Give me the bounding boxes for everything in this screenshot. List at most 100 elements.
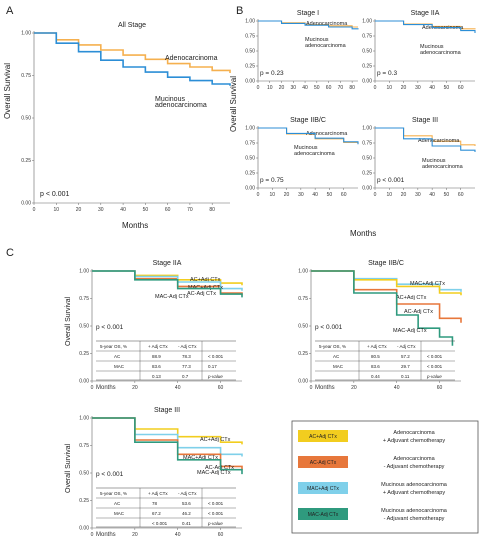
y-tick-label: 1.00 xyxy=(245,19,255,25)
chart-title: Stage III xyxy=(154,407,180,414)
table-cell: 0.17 xyxy=(208,364,217,369)
y-tick-label: 0.50 xyxy=(79,324,89,330)
y-tick-label: 0.25 xyxy=(298,351,308,357)
y-tick-label: 0.25 xyxy=(245,64,255,70)
x-tick-label: 60 xyxy=(458,85,464,91)
table-header: - Adj CTx xyxy=(397,344,416,349)
legend-line: Adenocarcinoma xyxy=(393,456,435,462)
chart-all-stage: All Stage 1.00 0.75 0.50 0.25 0.000 10 20 30 40 50… xyxy=(21,22,231,213)
chart-c-stage-iibc: Stage IIB/C 1.00 0.75 0.50 0.25 0.000 20 40 60 MA… xyxy=(298,260,462,391)
table-cell: < 0.001 xyxy=(152,521,168,526)
p-value-annotation: p < 0.001 xyxy=(315,324,343,331)
x-tick-label: 50 xyxy=(314,85,320,91)
x-tick-label: 0 xyxy=(374,192,377,198)
x-tick-label: 10 xyxy=(387,85,393,91)
y-tick-label: 0.00 xyxy=(362,79,372,85)
legend-box: AC+Adj CTx Adenocarcinoma + Adjuvant chemo… xyxy=(291,420,479,534)
x-tick-label: 60 xyxy=(165,207,171,213)
y-tick-label: 0.00 xyxy=(362,186,372,192)
p-value-annotation: p < 0.001 xyxy=(40,191,69,198)
series-label: AC+Adj CTx xyxy=(190,277,221,283)
series-label: Adenocarcinoma xyxy=(165,55,218,62)
panel-letter-c: C xyxy=(6,247,14,259)
series-label: Adenocarcinoma xyxy=(306,131,348,137)
x-tick-label: 40 xyxy=(120,207,126,213)
table-cell: < 0.001 xyxy=(208,511,224,516)
legend-tag: MAC-Adj CTx xyxy=(308,512,339,518)
x-tick-label: 0 xyxy=(33,207,36,213)
p-value-annotation: p = 0.23 xyxy=(260,70,284,77)
y-tick-label: 0.50 xyxy=(245,156,255,162)
table-cell: MAC xyxy=(114,511,125,516)
x-tick-label: 20 xyxy=(132,385,138,391)
series-label: Mucinous xyxy=(420,44,444,50)
x-tick-label: 60 xyxy=(341,192,347,198)
x-tick-label: 10 xyxy=(387,192,393,198)
y-tick-label: 0.75 xyxy=(79,443,89,449)
chart-title: Stage III xyxy=(412,117,438,124)
table-cell: < 0.001 xyxy=(427,354,443,359)
table-header: 5-year OS, % xyxy=(100,491,127,496)
series-line-ac_noadj xyxy=(92,417,243,470)
series-label: AC-Adj CTx xyxy=(205,465,234,471)
p-value-annotation: p < 0.001 xyxy=(96,324,124,331)
table-cell: 29.7 xyxy=(401,364,410,369)
chart-title: Stage I xyxy=(297,10,319,17)
y-tick-label: 1.00 xyxy=(21,31,31,37)
x-tick-label: 40 xyxy=(312,192,318,198)
chart-stage-iia: Stage IIA 1.00 0.75 0.50 0.25 0.000 10 20 30 40 50… xyxy=(362,10,476,91)
table-cell: 88.9 xyxy=(152,354,161,359)
x-tick-label: 0 xyxy=(91,532,94,538)
y-tick-label: 0.00 xyxy=(245,186,255,192)
series-line-adeno xyxy=(34,32,231,73)
y-tick-label: 1.00 xyxy=(245,126,255,132)
y-tick-label: 0.00 xyxy=(245,79,255,85)
y-tick-label: 0.00 xyxy=(21,201,31,207)
x-axis-label: Months xyxy=(315,385,335,391)
x-tick-label: 0 xyxy=(310,385,313,391)
series-label: Mucinous xyxy=(294,145,318,151)
table-cell: AC xyxy=(114,354,121,359)
table-cell: MAC xyxy=(333,364,344,369)
table-cell: p-value xyxy=(207,374,223,379)
x-tick-label: 50 xyxy=(327,192,333,198)
chart-stage-i: Stage I 1.00 0.75 0.50 0.25 0.000 10 20 30 40 50 60… xyxy=(245,10,359,91)
y-tick-label: 0.75 xyxy=(79,296,89,302)
x-tick-label: 40 xyxy=(175,385,181,391)
series-line-mucinous xyxy=(258,127,359,145)
y-tick-label: 0.25 xyxy=(362,64,372,70)
x-tick-label: 40 xyxy=(429,192,435,198)
chart-title: Stage IIA xyxy=(153,260,182,267)
series-label: AC+Adj CTx xyxy=(200,437,231,443)
x-tick-label: 0 xyxy=(257,192,260,198)
series-line-mac_noadj xyxy=(92,417,243,475)
legend-swatch-mac_adj xyxy=(298,482,348,494)
series-label: Adenocarcinoma xyxy=(306,21,348,27)
series-label: MAC-Adj CTx xyxy=(393,328,427,334)
legend-line: - Adjuvant chemotherapy xyxy=(384,464,445,470)
table-cell: AC xyxy=(333,354,340,359)
y-tick-label: 0.25 xyxy=(362,171,372,177)
y-tick-label: 0.75 xyxy=(245,141,255,147)
table-cell: 67.2 xyxy=(152,511,161,516)
series-label: Mucinous xyxy=(422,158,446,164)
x-tick-label: 20 xyxy=(132,532,138,538)
y-tick-label: 0.25 xyxy=(21,158,31,164)
table-cell: 0.41 xyxy=(182,521,191,526)
p-value-annotation: p = 0.75 xyxy=(260,177,284,184)
series-label: MAC-Adj CTx xyxy=(197,470,231,476)
y-tick-label: 0.00 xyxy=(298,379,308,385)
y-tick-label: 0.50 xyxy=(362,156,372,162)
x-axis-label-a: Months xyxy=(122,221,148,230)
chart-stage-iibc: Stage IIB/C 1.00 0.75 0.50 0.25 0.000 10 20 30 40… xyxy=(245,117,359,198)
y-axis-label-b: Overall Survival xyxy=(229,76,238,132)
table-cell: 78 xyxy=(152,501,158,506)
series-label: adenocarcinoma xyxy=(422,164,464,170)
series-line-mucinous xyxy=(258,20,359,30)
table-cell: 78.3 xyxy=(182,354,191,359)
legend-tag: AC-Adj CTx xyxy=(310,460,337,466)
y-tick-label: 0.50 xyxy=(245,49,255,55)
table-header: - Adj CTx xyxy=(178,344,197,349)
series-line-mac_noadj xyxy=(92,270,243,298)
table-cell: 0.11 xyxy=(401,374,410,379)
